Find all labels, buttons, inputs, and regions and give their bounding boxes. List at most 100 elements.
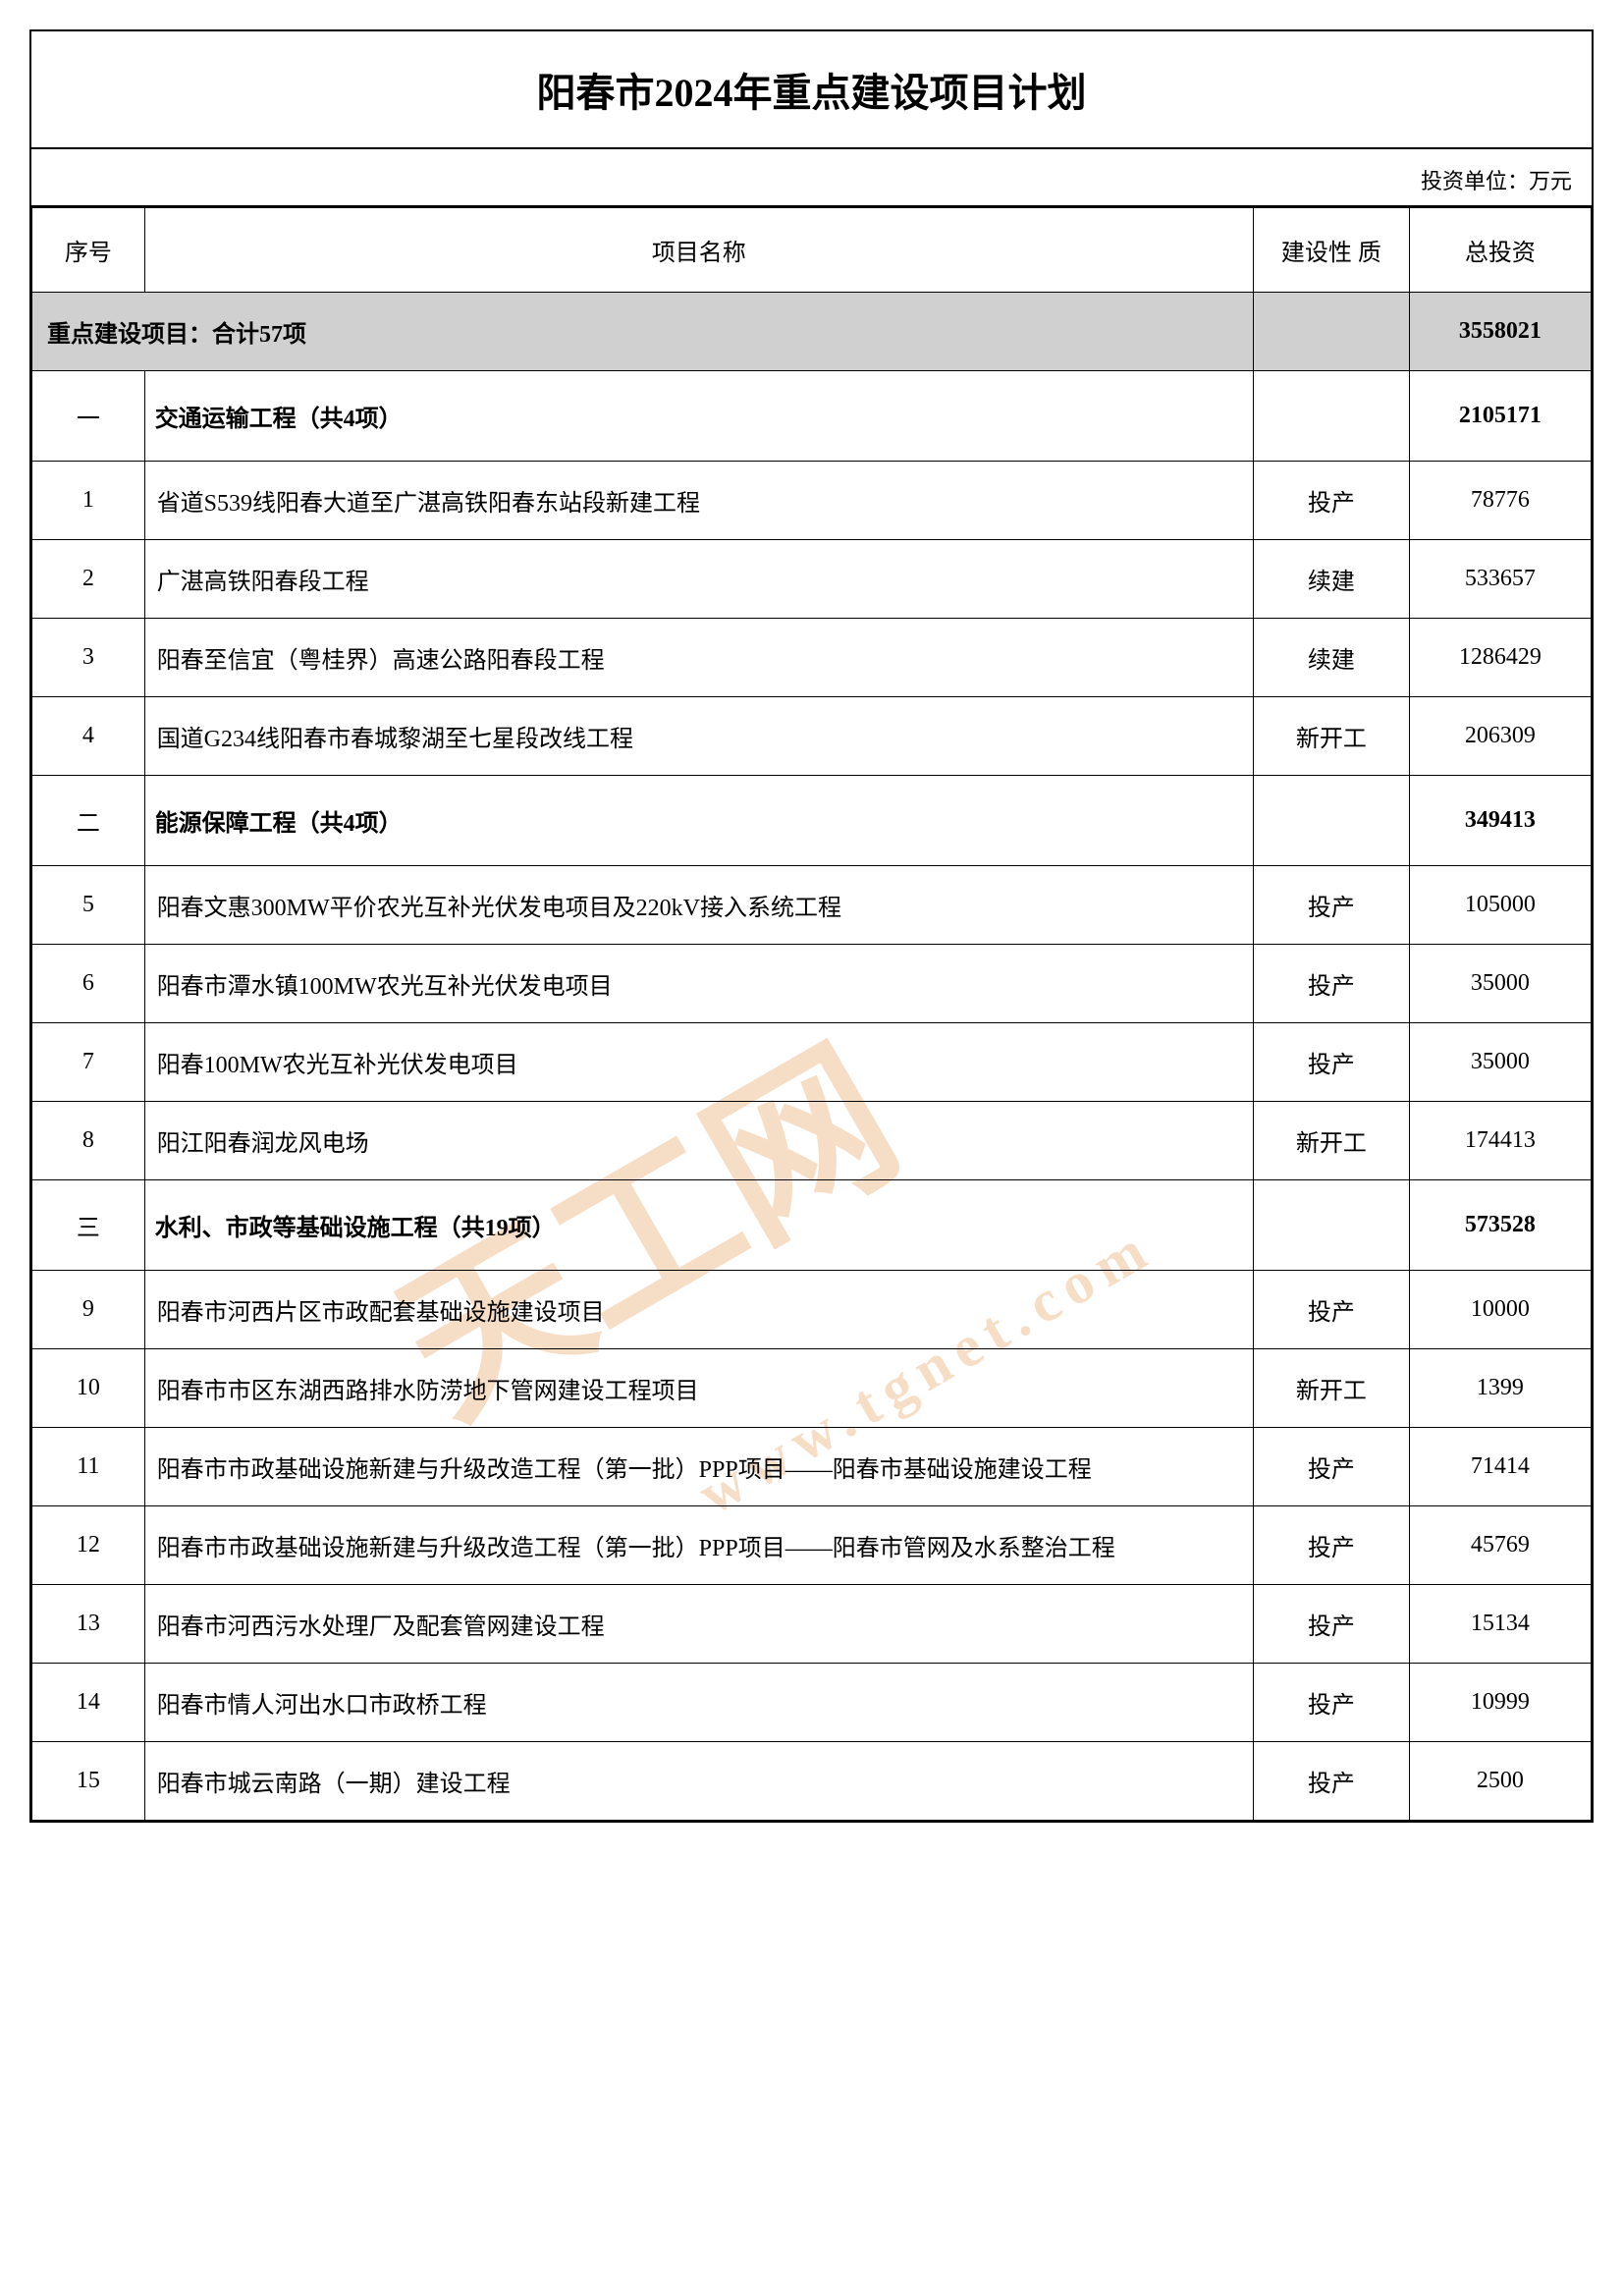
row-investment: 15134 <box>1409 1585 1591 1664</box>
table-body: 重点建设项目：合计57项 3558021 一 交通运输工程（共4项） 21051… <box>32 293 1592 1821</box>
category-total: 349413 <box>1409 776 1591 866</box>
row-seq: 13 <box>32 1585 145 1664</box>
row-seq: 6 <box>32 945 145 1023</box>
row-investment: 10000 <box>1409 1271 1591 1349</box>
row-investment: 533657 <box>1409 540 1591 619</box>
category-row: 二 能源保障工程（共4项） 349413 <box>32 776 1592 866</box>
row-nature: 投产 <box>1253 1271 1409 1349</box>
row-name: 阳江阳春润龙风电场 <box>144 1102 1253 1180</box>
row-nature: 续建 <box>1253 540 1409 619</box>
row-seq: 2 <box>32 540 145 619</box>
row-investment: 1399 <box>1409 1349 1591 1428</box>
category-nature <box>1253 1180 1409 1271</box>
header-nature: 建设性 质 <box>1253 208 1409 293</box>
header-seq: 序号 <box>32 208 145 293</box>
row-name: 阳春至信宜（粤桂界）高速公路阳春段工程 <box>144 619 1253 697</box>
row-name: 阳春100MW农光互补光伏发电项目 <box>144 1023 1253 1102</box>
header-name: 项目名称 <box>144 208 1253 293</box>
row-name: 阳春市市区东湖西路排水防涝地下管网建设工程项目 <box>144 1349 1253 1428</box>
table-row: 14 阳春市情人河出水口市政桥工程 投产 10999 <box>32 1664 1592 1742</box>
row-name: 阳春文惠300MW平价农光互补光伏发电项目及220kV接入系统工程 <box>144 866 1253 945</box>
row-investment: 105000 <box>1409 866 1591 945</box>
row-investment: 2500 <box>1409 1742 1591 1821</box>
row-name: 省道S539线阳春大道至广湛高铁阳春东站段新建工程 <box>144 462 1253 540</box>
row-seq: 3 <box>32 619 145 697</box>
row-name: 阳春市河西污水处理厂及配套管网建设工程 <box>144 1585 1253 1664</box>
document-title: 阳春市2024年重点建设项目计划 <box>31 31 1592 149</box>
table-row: 12 阳春市市政基础设施新建与升级改造工程（第一批）PPP项目——阳春市管网及水… <box>32 1506 1592 1585</box>
project-table: 序号 项目名称 建设性 质 总投资 重点建设项目：合计57项 3558021 一… <box>31 207 1592 1821</box>
row-seq: 15 <box>32 1742 145 1821</box>
row-name: 阳春市城云南路（一期）建设工程 <box>144 1742 1253 1821</box>
row-nature: 投产 <box>1253 1742 1409 1821</box>
row-seq: 4 <box>32 697 145 776</box>
row-investment: 174413 <box>1409 1102 1591 1180</box>
row-nature: 投产 <box>1253 1023 1409 1102</box>
category-nature <box>1253 776 1409 866</box>
row-seq: 7 <box>32 1023 145 1102</box>
row-nature: 投产 <box>1253 1506 1409 1585</box>
category-row: 一 交通运输工程（共4项） 2105171 <box>32 371 1592 462</box>
row-nature: 新开工 <box>1253 697 1409 776</box>
category-name: 交通运输工程（共4项） <box>144 371 1253 462</box>
table-row: 2 广湛高铁阳春段工程 续建 533657 <box>32 540 1592 619</box>
row-investment: 35000 <box>1409 945 1591 1023</box>
table-row: 7 阳春100MW农光互补光伏发电项目 投产 35000 <box>32 1023 1592 1102</box>
row-seq: 5 <box>32 866 145 945</box>
row-investment: 45769 <box>1409 1506 1591 1585</box>
row-seq: 10 <box>32 1349 145 1428</box>
row-nature: 投产 <box>1253 1664 1409 1742</box>
category-seq: 二 <box>32 776 145 866</box>
row-seq: 14 <box>32 1664 145 1742</box>
summary-nature <box>1253 293 1409 371</box>
row-investment: 10999 <box>1409 1664 1591 1742</box>
row-name: 阳春市市政基础设施新建与升级改造工程（第一批）PPP项目——阳春市基础设施建设工… <box>144 1428 1253 1506</box>
row-name: 国道G234线阳春市春城黎湖至七星段改线工程 <box>144 697 1253 776</box>
row-nature: 新开工 <box>1253 1349 1409 1428</box>
table-row: 4 国道G234线阳春市春城黎湖至七星段改线工程 新开工 206309 <box>32 697 1592 776</box>
row-nature: 新开工 <box>1253 1102 1409 1180</box>
table-row: 1 省道S539线阳春大道至广湛高铁阳春东站段新建工程 投产 78776 <box>32 462 1592 540</box>
document-container: 阳春市2024年重点建设项目计划 投资单位：万元 天工网 www.tgnet.c… <box>29 29 1594 1823</box>
summary-row: 重点建设项目：合计57项 3558021 <box>32 293 1592 371</box>
category-name: 能源保障工程（共4项） <box>144 776 1253 866</box>
row-name: 阳春市河西片区市政配套基础设施建设项目 <box>144 1271 1253 1349</box>
row-nature: 续建 <box>1253 619 1409 697</box>
row-name: 阳春市市政基础设施新建与升级改造工程（第一批）PPP项目——阳春市管网及水系整治… <box>144 1506 1253 1585</box>
table-row: 9 阳春市河西片区市政配套基础设施建设项目 投产 10000 <box>32 1271 1592 1349</box>
table-row: 8 阳江阳春润龙风电场 新开工 174413 <box>32 1102 1592 1180</box>
table-row: 11 阳春市市政基础设施新建与升级改造工程（第一批）PPP项目——阳春市基础设施… <box>32 1428 1592 1506</box>
table-row: 13 阳春市河西污水处理厂及配套管网建设工程 投产 15134 <box>32 1585 1592 1664</box>
category-total: 573528 <box>1409 1180 1591 1271</box>
row-seq: 1 <box>32 462 145 540</box>
row-nature: 投产 <box>1253 945 1409 1023</box>
row-investment: 78776 <box>1409 462 1591 540</box>
row-name: 广湛高铁阳春段工程 <box>144 540 1253 619</box>
table-row: 3 阳春至信宜（粤桂界）高速公路阳春段工程 续建 1286429 <box>32 619 1592 697</box>
row-nature: 投产 <box>1253 462 1409 540</box>
row-seq: 9 <box>32 1271 145 1349</box>
unit-label: 投资单位：万元 <box>31 149 1592 207</box>
row-investment: 1286429 <box>1409 619 1591 697</box>
table-row: 10 阳春市市区东湖西路排水防涝地下管网建设工程项目 新开工 1399 <box>32 1349 1592 1428</box>
row-investment: 206309 <box>1409 697 1591 776</box>
summary-total: 3558021 <box>1409 293 1591 371</box>
row-seq: 8 <box>32 1102 145 1180</box>
category-seq: 一 <box>32 371 145 462</box>
category-seq: 三 <box>32 1180 145 1271</box>
row-nature: 投产 <box>1253 1585 1409 1664</box>
row-nature: 投产 <box>1253 1428 1409 1506</box>
table-row: 6 阳春市潭水镇100MW农光互补光伏发电项目 投产 35000 <box>32 945 1592 1023</box>
table-row: 15 阳春市城云南路（一期）建设工程 投产 2500 <box>32 1742 1592 1821</box>
row-investment: 71414 <box>1409 1428 1591 1506</box>
table-row: 5 阳春文惠300MW平价农光互补光伏发电项目及220kV接入系统工程 投产 1… <box>32 866 1592 945</box>
header-investment: 总投资 <box>1409 208 1591 293</box>
category-row: 三 水利、市政等基础设施工程（共19项） 573528 <box>32 1180 1592 1271</box>
category-total: 2105171 <box>1409 371 1591 462</box>
row-seq: 11 <box>32 1428 145 1506</box>
row-name: 阳春市情人河出水口市政桥工程 <box>144 1664 1253 1742</box>
category-nature <box>1253 371 1409 462</box>
row-nature: 投产 <box>1253 866 1409 945</box>
row-name: 阳春市潭水镇100MW农光互补光伏发电项目 <box>144 945 1253 1023</box>
summary-label: 重点建设项目：合计57项 <box>32 293 1254 371</box>
